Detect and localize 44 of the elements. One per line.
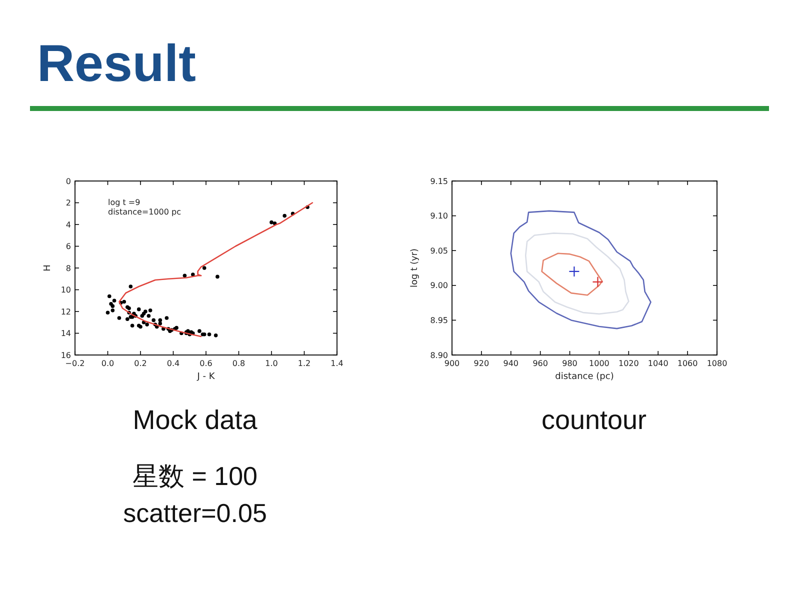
y-tick-label: 6 (66, 242, 71, 252)
x-tick-label: 920 (474, 359, 490, 368)
y-axis-title: log t (yr) (410, 248, 420, 288)
x-tick-label: 940 (503, 359, 519, 368)
x-tick-label: 1060 (677, 359, 698, 368)
x-tick-label: 980 (562, 359, 578, 368)
x-tick-label: 1.2 (298, 359, 311, 368)
text: scatter=0.05 (123, 498, 267, 528)
x-tick-label: 0.0 (101, 359, 114, 368)
annotation: log t =9 distance=1000 pc (108, 198, 181, 216)
x-tick-label: 1000 (589, 359, 610, 368)
x-tick-label: −0.2 (65, 359, 85, 368)
x-tick-label: 1.4 (330, 359, 344, 368)
x-tick-label: 900 (444, 359, 460, 368)
x-tick-label: 1080 (706, 359, 728, 368)
y-tick-label: 0 (66, 176, 71, 186)
y-axis-title: H (43, 264, 53, 272)
y-tick-label: 12 (60, 307, 71, 316)
x-tick-label: 0.2 (134, 359, 147, 368)
x-tick-label: 1.0 (265, 359, 278, 368)
x-axis-title: J - K (196, 372, 216, 382)
y-tick-label: 8.90 (430, 350, 448, 360)
y-tick-label: 8.95 (430, 316, 448, 325)
y-tick-label: 8 (66, 264, 71, 273)
y-tick-label: 2 (66, 198, 71, 208)
x-tick-label: 1040 (648, 359, 668, 368)
y-tick-label: 9.00 (430, 281, 448, 290)
y-tick-label: 9.05 (430, 246, 448, 256)
x-tick-label: 960 (532, 359, 548, 368)
y-tick-label: 9.10 (430, 212, 448, 221)
y-tick-label: 4 (66, 220, 71, 230)
x-tick-label: 0.6 (200, 359, 212, 368)
y-tick-label: 16 (60, 350, 71, 360)
y-tick-label: 9.15 (430, 176, 448, 186)
text: Mock data (132, 405, 258, 435)
text: countour (541, 405, 647, 435)
x-tick-label: 1020 (618, 359, 639, 368)
chart-title: Result (37, 35, 196, 93)
y-tick-label: 14 (60, 329, 71, 338)
y-tick-label: 10 (60, 286, 71, 295)
text: 星数 = 100 (132, 461, 258, 491)
x-tick-label: 0.8 (232, 359, 246, 368)
x-tick-label: 0.4 (166, 359, 180, 368)
x-axis-title: distance (pc) (555, 372, 614, 382)
